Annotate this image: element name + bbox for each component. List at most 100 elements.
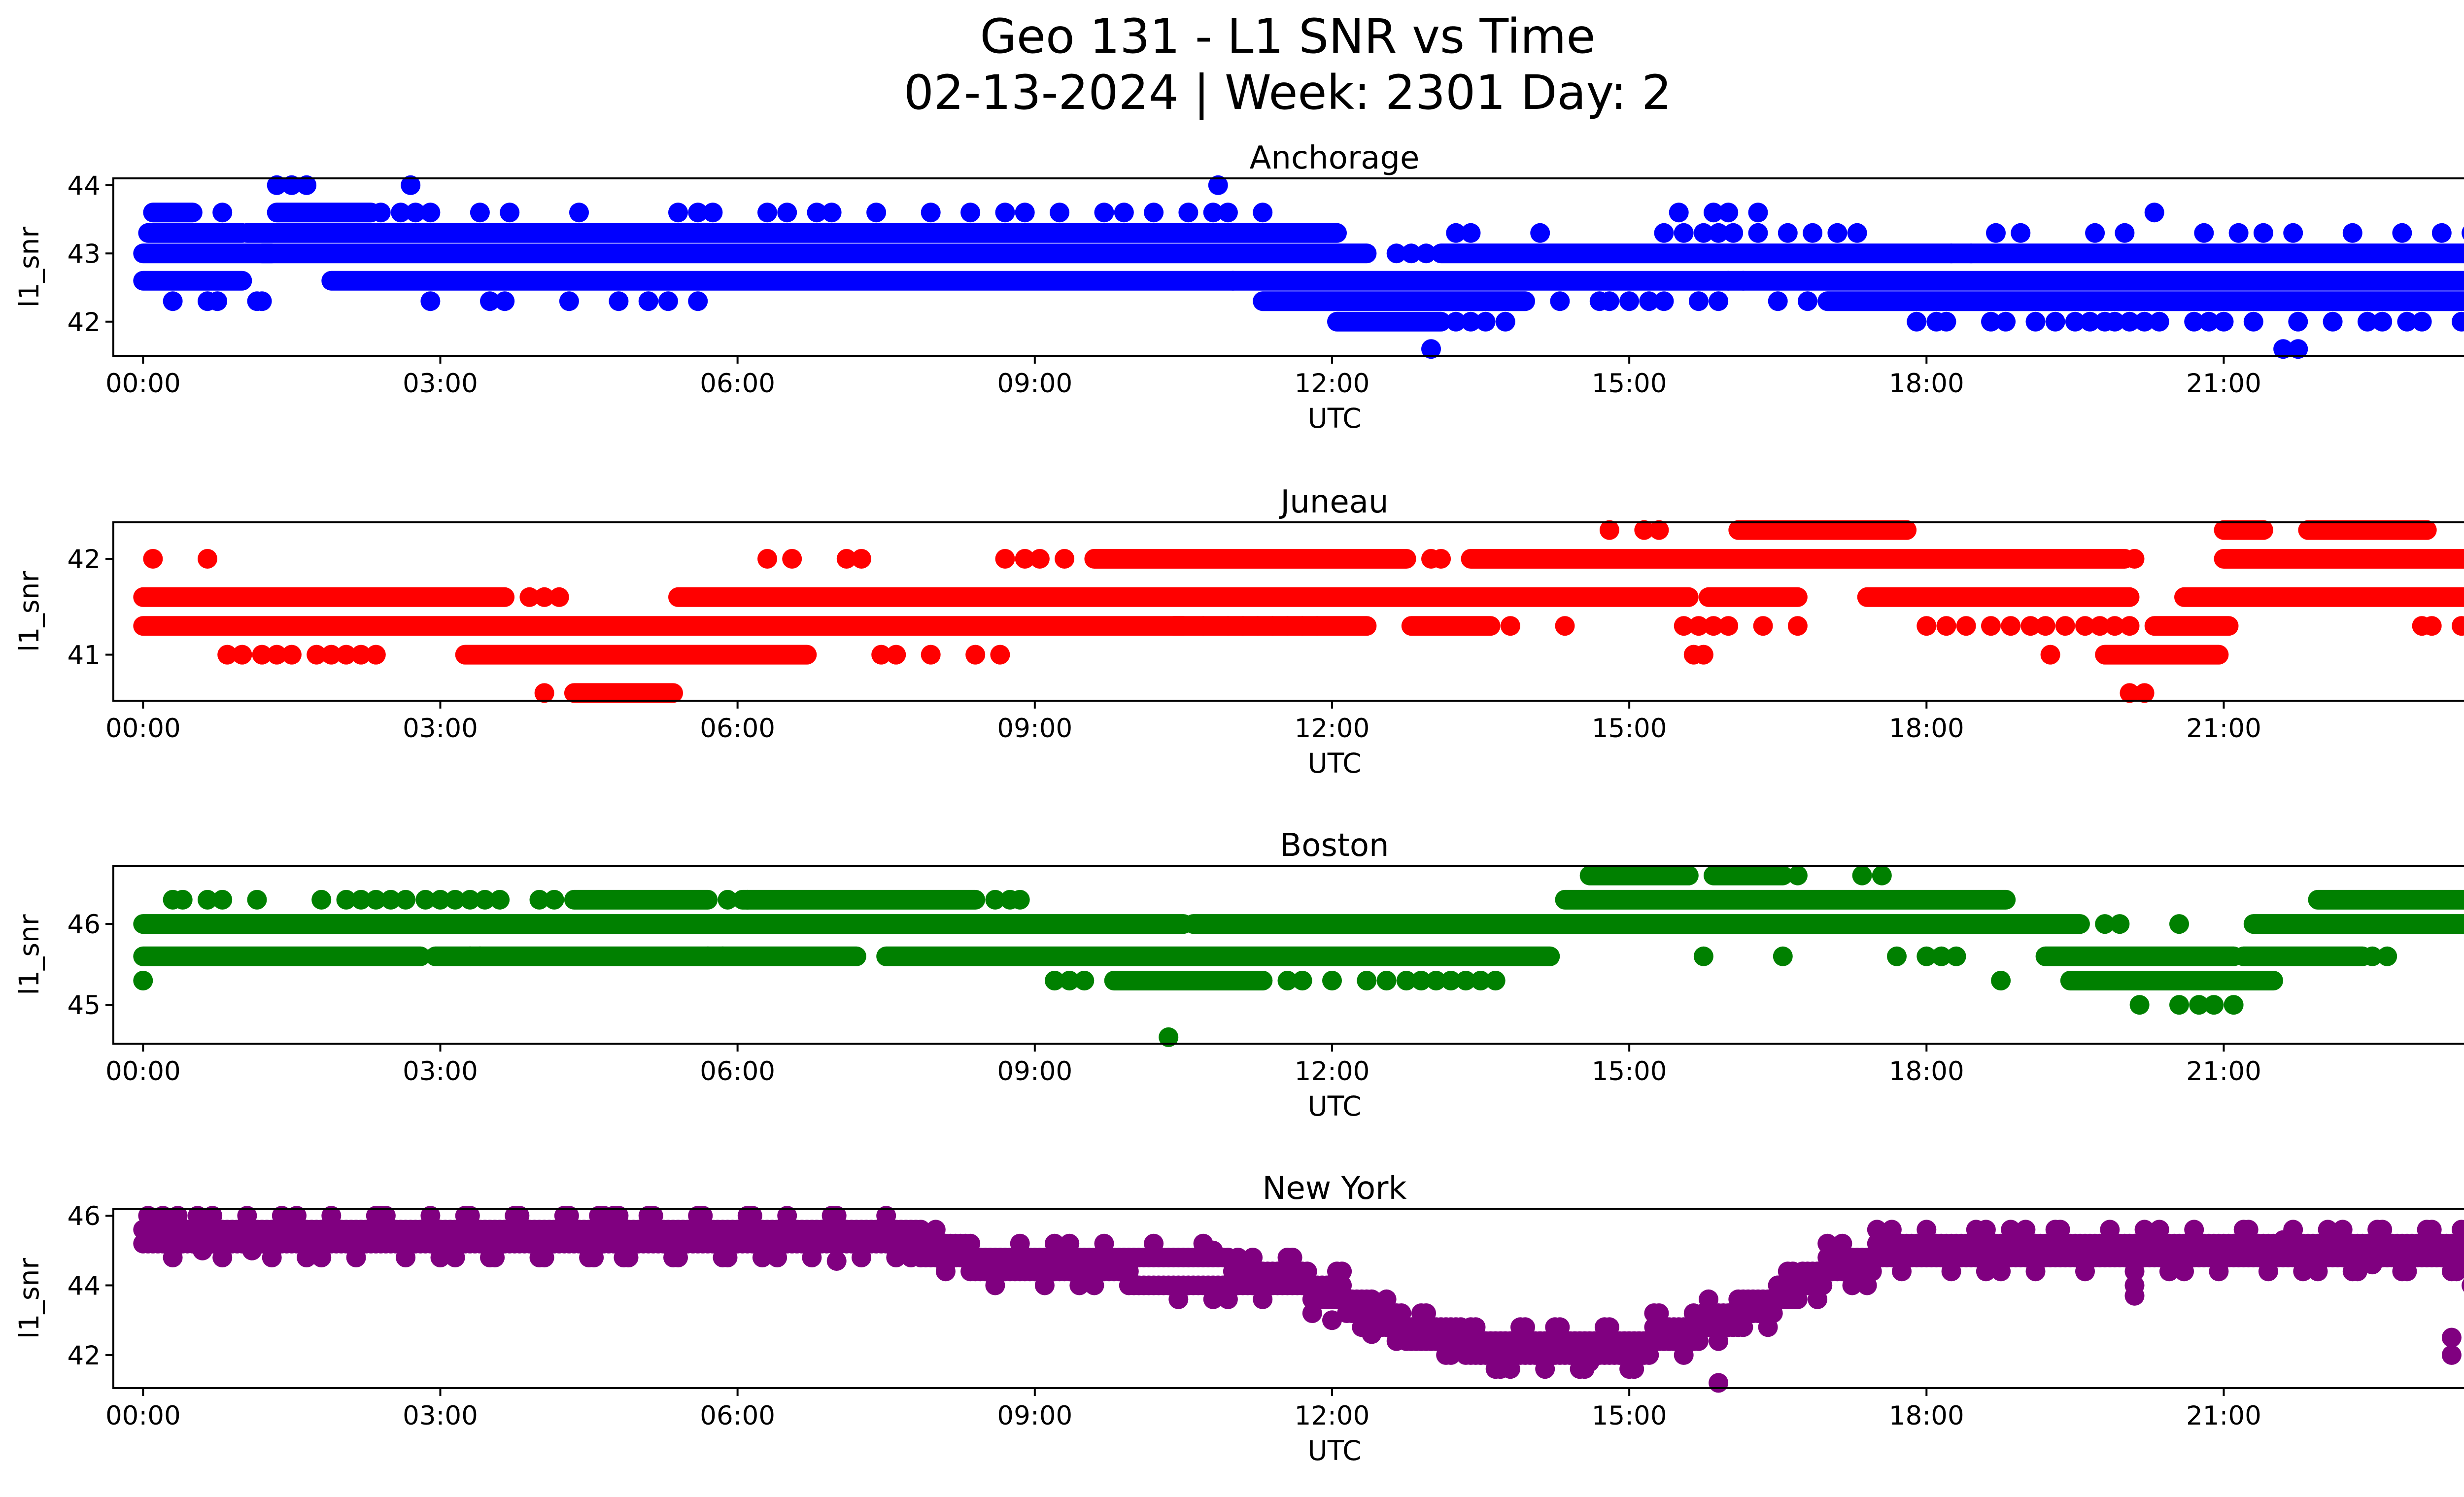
data-point: [1476, 312, 1496, 332]
data-point: [1619, 291, 1639, 311]
data-point: [2377, 947, 2397, 966]
x-tick-label: 03:00: [403, 1056, 478, 1087]
data-point: [1030, 549, 1050, 569]
x-tick-label: 09:00: [997, 714, 1072, 744]
point-run: [133, 947, 430, 966]
y-axis-label: l1_snr: [13, 1258, 45, 1339]
data-point: [198, 549, 217, 569]
data-point: [1431, 549, 1451, 569]
data-point: [1203, 1241, 1223, 1260]
data-point: [1550, 291, 1570, 311]
data-point: [207, 291, 227, 311]
data-point: [1322, 1310, 1342, 1330]
point-run: [1580, 866, 1699, 885]
point-run: [1699, 587, 1808, 607]
data-point: [1253, 971, 1272, 990]
y-tick-label: 46: [68, 910, 101, 940]
data-point: [639, 291, 658, 311]
y-axis-label: l1_snr: [13, 914, 45, 995]
point-run: [143, 203, 202, 222]
point-run: [2145, 616, 2239, 636]
data-point: [827, 1251, 847, 1271]
data-point: [1947, 947, 1966, 966]
data-point: [1674, 223, 1694, 243]
data-point: [1956, 616, 1976, 636]
point-run: [2060, 971, 2283, 990]
data-point: [703, 203, 722, 222]
data-point: [2001, 616, 2020, 636]
data-point: [1530, 223, 1550, 243]
y-tick-label: 46: [68, 1201, 101, 1231]
data-point: [2323, 312, 2343, 332]
data-point: [2085, 223, 2105, 243]
data-point: [2026, 549, 2046, 569]
data-point: [1689, 291, 1709, 311]
data-point: [311, 890, 331, 910]
data-point: [173, 890, 193, 910]
y-tick-label: 44: [68, 1271, 101, 1301]
data-point: [886, 645, 906, 665]
data-point: [965, 645, 985, 665]
point-run: [733, 890, 986, 910]
point-run: [133, 616, 1193, 636]
data-point: [2204, 995, 2224, 1015]
x-tick-label: 15:00: [1592, 1056, 1667, 1087]
data-point: [1733, 271, 1753, 291]
data-point: [1827, 223, 1847, 243]
data-point: [2412, 312, 2432, 332]
point-run: [1253, 291, 1535, 311]
data-point: [247, 890, 267, 910]
y-tick-label: 41: [68, 641, 101, 671]
data-point: [2046, 312, 2065, 332]
data-point: [212, 203, 232, 222]
data-point: [852, 549, 871, 569]
point-run: [564, 890, 718, 910]
data-point: [1357, 971, 1376, 990]
data-point: [2150, 312, 2169, 332]
data-point: [1709, 291, 1728, 311]
data-point: [1055, 1248, 1074, 1267]
x-tick-label: 09:00: [997, 1056, 1072, 1087]
data-point: [1788, 616, 1808, 636]
data-point: [366, 645, 386, 665]
data-point: [2214, 312, 2234, 332]
data-point: [1580, 1352, 1600, 1372]
data-point: [2041, 645, 2060, 665]
data-point: [2026, 312, 2046, 332]
point-run: [321, 271, 1243, 291]
data-point: [1961, 243, 1981, 263]
data-point: [2442, 1328, 2462, 1348]
data-point: [2224, 995, 2244, 1015]
data-point: [490, 890, 510, 910]
data-point: [1050, 203, 1069, 222]
data-point: [2169, 995, 2189, 1015]
x-tick-label: 12:00: [1295, 1056, 1370, 1087]
data-point: [1753, 616, 1773, 636]
data-point: [470, 947, 490, 966]
data-point: [1773, 947, 1793, 966]
data-point: [143, 549, 163, 569]
figure-title-line1: Geo 131 - L1 SNR vs Time: [980, 9, 1596, 64]
data-point: [1937, 616, 1956, 636]
data-point: [1669, 203, 1689, 222]
point-run: [1704, 866, 1793, 885]
data-point: [569, 203, 589, 222]
data-point: [1907, 312, 1926, 332]
data-point: [2011, 223, 2030, 243]
x-tick-label: 18:00: [1889, 1401, 1964, 1431]
data-point: [1991, 971, 2011, 990]
data-point: [1654, 223, 1674, 243]
data-point: [1654, 291, 1674, 311]
x-axis-label: UTC: [1307, 403, 1361, 434]
data-point: [1768, 291, 1788, 311]
data-point: [1501, 1359, 1520, 1379]
data-point: [757, 549, 777, 569]
data-point: [2125, 549, 2145, 569]
data-point: [1718, 616, 1738, 636]
data-point: [2283, 223, 2303, 243]
point-run: [2214, 549, 2464, 569]
x-tick-label: 00:00: [105, 1056, 181, 1087]
data-point: [2244, 312, 2263, 332]
data-point: [2036, 616, 2055, 636]
